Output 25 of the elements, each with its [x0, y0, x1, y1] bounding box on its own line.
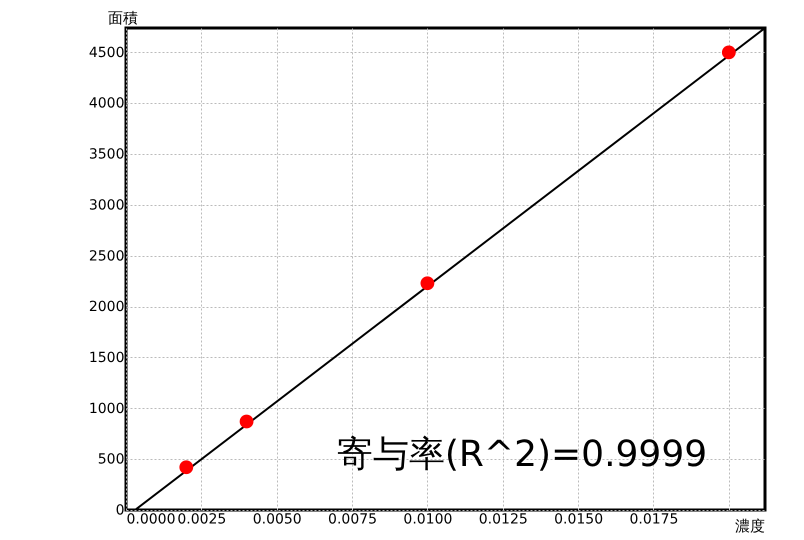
- x-tick-label: 0.0025: [177, 512, 226, 528]
- y-tick-label: 4000: [88, 96, 124, 112]
- x-tick-label: 0.0050: [252, 512, 302, 528]
- point: [420, 276, 434, 290]
- x-tick-label: 0.0125: [478, 512, 528, 528]
- y-tick-label: 4500: [88, 44, 124, 61]
- y-tick-label: 2000: [88, 299, 124, 316]
- x-tick-label: 0.0150: [554, 512, 604, 528]
- y-tick-label: 1000: [88, 400, 124, 417]
- y-tick-label: 1500: [88, 350, 124, 366]
- point: [179, 460, 194, 474]
- y-tick-label: 3500: [88, 146, 124, 163]
- annotation: 寄与率(R^2)=0.9999: [336, 434, 708, 475]
- x-tick-label: 0.0075: [328, 512, 378, 528]
- y-tick-label: 3000: [88, 197, 124, 214]
- point: [240, 414, 254, 428]
- point: [722, 46, 736, 60]
- x-axis-title: 濃度: [735, 517, 765, 535]
- x-tick-label: 0.0100: [403, 512, 452, 528]
- y-tick-label: 500: [98, 452, 124, 468]
- x-tick-label: 0.0175: [629, 512, 678, 528]
- y-tick-label: 2500: [88, 248, 124, 264]
- y-tick-label: 0: [116, 502, 124, 518]
- x-tick-label: 0.0000: [126, 512, 176, 528]
- y-axis-title: 面積: [108, 9, 138, 27]
